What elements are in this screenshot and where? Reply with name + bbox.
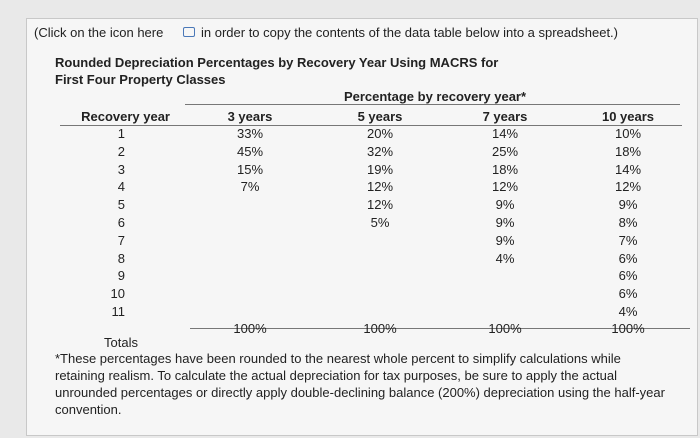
totals-cell: 100% — [488, 321, 522, 336]
percent-cell: 12% — [614, 179, 642, 195]
percent-cell: 12% — [491, 179, 519, 195]
percent-cell: 7% — [618, 232, 638, 248]
year-cell: 10 — [110, 286, 125, 302]
percent-cell: 9% — [495, 232, 515, 248]
percent-cell: 18% — [491, 161, 519, 177]
percent-cell: 4% — [618, 304, 638, 319]
column-header: Recovery year — [81, 109, 170, 124]
copy-icon[interactable] — [183, 27, 195, 37]
footnote-text: unrounded percentages or directly apply … — [55, 385, 665, 400]
note-text: (Click on the icon here — [34, 25, 164, 40]
percent-cell: 6% — [618, 268, 638, 284]
percent-cell: 18% — [614, 143, 642, 159]
footnote-text: retaining realism. To calculate the actu… — [55, 368, 617, 383]
year-cell: 4 — [117, 179, 125, 195]
footnote-text: *These percentages have been rounded to … — [55, 351, 621, 366]
table-title: First Four Property Classes — [55, 72, 226, 87]
year-cell: 1 — [117, 126, 125, 141]
year-cell: 3 — [117, 161, 125, 177]
header-rule — [185, 104, 680, 105]
content-panel — [26, 18, 698, 436]
percent-cell: 12% — [366, 179, 394, 195]
percent-cell: 14% — [614, 161, 642, 177]
column-header: 3 years — [227, 109, 273, 124]
percent-cell: 6% — [618, 286, 638, 302]
year-cell: 9 — [117, 268, 125, 284]
percent-cell: 19% — [366, 161, 394, 177]
column-header: 7 years — [482, 109, 528, 124]
percent-cell: 12% — [366, 197, 394, 213]
percent-cell: 4% — [495, 250, 515, 266]
totals-rule — [190, 328, 690, 329]
column-header: 5 years — [357, 109, 403, 124]
year-cell: 8 — [117, 250, 125, 266]
footnote-text: convention. — [55, 402, 122, 417]
totals-cell: 100% — [363, 321, 397, 336]
group-header: Percentage by recovery year* — [343, 89, 527, 104]
year-cell: 6 — [117, 215, 125, 230]
percent-cell: 15% — [236, 161, 264, 177]
year-cell: 5 — [117, 197, 125, 213]
totals-cell: 100% — [611, 321, 645, 336]
percent-cell: 25% — [491, 143, 519, 159]
totals-label: Totals — [104, 335, 138, 350]
percent-cell: 9% — [495, 215, 515, 230]
percent-cell: 10% — [614, 126, 642, 141]
percent-cell: 45% — [236, 143, 264, 159]
header-rule — [60, 125, 682, 126]
year-cell: 11 — [111, 304, 126, 319]
percent-cell: 8% — [618, 215, 638, 230]
note-text: in order to copy the contents of the dat… — [201, 25, 618, 40]
percent-cell: 9% — [495, 197, 515, 213]
percent-cell: 20% — [366, 126, 394, 141]
year-cell: 7 — [117, 232, 125, 248]
totals-cell: 100% — [233, 321, 267, 336]
percent-cell: 5% — [370, 215, 390, 230]
percent-cell: 14% — [491, 126, 519, 141]
percent-cell: 33% — [236, 126, 264, 141]
table-title: Rounded Depreciation Percentages by Reco… — [55, 55, 499, 70]
percent-cell: 7% — [240, 179, 260, 195]
percent-cell: 9% — [618, 197, 638, 213]
year-cell: 2 — [117, 143, 125, 159]
column-header: 10 years — [601, 109, 655, 124]
percent-cell: 6% — [618, 250, 638, 266]
percent-cell: 32% — [366, 143, 394, 159]
